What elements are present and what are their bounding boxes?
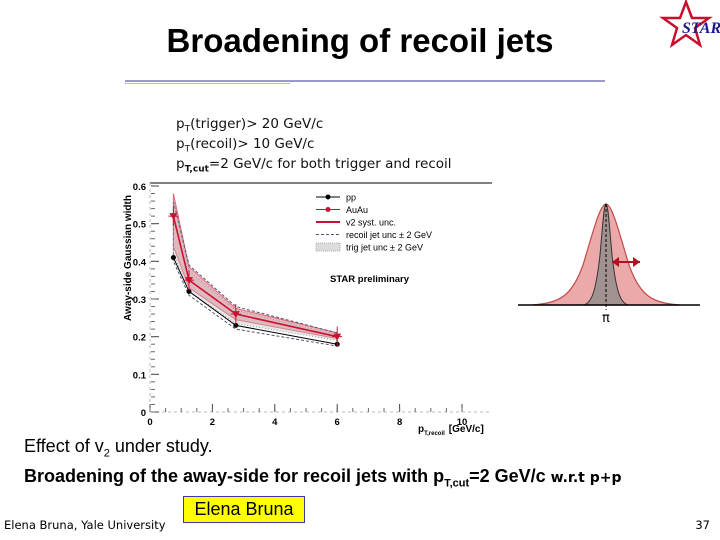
legend-label: v2 syst. unc. xyxy=(346,218,396,228)
footer-author: Elena Bruna, Yale University xyxy=(4,518,166,532)
y-tick-label: 0.4 xyxy=(133,257,147,268)
broadening-note: Broadening of the away-side for recoil j… xyxy=(24,466,622,490)
y-tick-labels: 0 0.1 0.2 0.3 0.4 0.5 0.6 xyxy=(133,182,147,419)
tick-marks xyxy=(149,185,463,413)
slide-title: Broadening of recoil jets xyxy=(166,22,554,59)
star-logo: STAR xyxy=(659,0,720,49)
x-tick-label: 6 xyxy=(335,417,340,428)
series-line-pp xyxy=(172,257,338,345)
title-rule xyxy=(125,80,605,82)
legend-marker-pp xyxy=(325,194,331,200)
legend-label: recoil jet unc ± 2 GeV xyxy=(346,230,432,240)
star-preliminary-label: STAR preliminary xyxy=(330,274,410,285)
condition-recoil: pT(recoil)> 10 GeV/c xyxy=(176,136,315,155)
series-line-AuAu xyxy=(172,215,338,338)
uncertainty-bands xyxy=(172,193,338,347)
y-axis-label: Away-side Gaussian width xyxy=(123,195,134,321)
legend-label: pp xyxy=(346,193,356,203)
y-tick-label: 0.1 xyxy=(133,370,147,381)
x-tick-label: 2 xyxy=(210,417,215,428)
band-2 xyxy=(172,200,338,342)
y-tick-label: 0.3 xyxy=(133,295,146,306)
width-chart: 0 0.1 0.2 0.3 0.4 0.5 0.6 0 2 4 6 8 10 Away-side Ga… xyxy=(123,182,492,437)
x-axis-label: pT,recoil [GeV/c] xyxy=(418,424,484,437)
x-tick-label: 8 xyxy=(397,417,402,428)
page-number: 37 xyxy=(695,518,710,532)
title-rule-secondary xyxy=(125,83,290,84)
presenter-name-box: Elena Bruna xyxy=(183,496,305,523)
legend-swatch-trig xyxy=(315,242,341,252)
series-lines xyxy=(172,215,338,345)
legend-label: trig jet unc ± 2 GeV xyxy=(346,243,423,253)
legend-marker-auau xyxy=(325,207,331,212)
point-pp xyxy=(186,288,192,294)
condition-ptcut: pT,cut=2 GeV/c for both trigger and reco… xyxy=(176,156,452,175)
series-markers xyxy=(168,206,343,347)
y-tick-label: 0.5 xyxy=(133,220,147,231)
width-arrow xyxy=(612,257,640,267)
y-tick-label: 0 xyxy=(141,408,146,419)
v2-note: Effect of v2 under study. xyxy=(24,436,213,460)
x-tick-label: 0 xyxy=(147,417,152,428)
point-pp xyxy=(170,255,176,261)
point-pp xyxy=(233,322,239,328)
legend-label: AuAu xyxy=(346,205,368,215)
legend: pp AuAu v2 syst. unc. recoil jet unc ± 2 Ge… xyxy=(315,193,432,253)
star-logo-shape xyxy=(659,0,713,49)
x-tick-label: 4 xyxy=(272,417,278,428)
x-tick-label: 10 xyxy=(457,417,468,428)
x-tick-labels: 0 2 4 6 8 10 xyxy=(147,417,467,428)
star-logo-text: STAR xyxy=(682,20,720,37)
y-tick-label: 0.6 xyxy=(133,182,146,193)
condition-trigger: pT(trigger)> 20 GeV/c xyxy=(176,116,324,135)
gaussian-diagram: π xyxy=(518,203,700,326)
y-tick-label: 0.2 xyxy=(133,333,146,344)
pi-label: π xyxy=(602,311,610,326)
